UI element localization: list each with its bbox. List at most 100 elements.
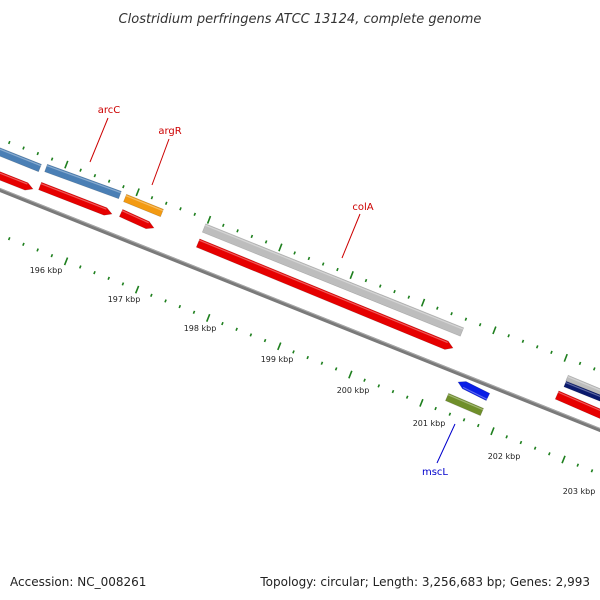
tick-mark [178,304,182,309]
tick-mark [206,215,212,224]
tick-label-201: 201 kbp [413,419,446,428]
tick-mark [235,327,238,331]
genome-backbone [0,187,600,433]
tick-mark [448,412,452,416]
gene-bar-steelblue-1[interactable] [0,144,42,173]
tick-mark [405,395,409,399]
tick-mark [576,463,580,467]
tick-mark [306,355,309,360]
gene-highlight [46,165,122,194]
gene-bar-navy-right[interactable] [563,380,600,405]
tick-label-203: 203 kbp [563,487,596,496]
cds-arrow-colA[interactable] [195,238,454,350]
tick-mark [7,236,11,241]
tick-mark [348,370,353,379]
tick-mark [349,271,354,280]
map-title: Clostridium perfringens ATCC 13124, comp… [119,12,482,27]
tick-mark [521,339,525,343]
tick-mark [519,440,523,445]
gene-label-argR[interactable]: argR [158,126,181,137]
gene-highlight [0,148,42,167]
gene-bar-arcC[interactable] [44,163,122,200]
dotted-tick-track-outer [7,140,596,371]
tick-mark [307,256,311,261]
tick-mark [121,282,125,286]
tick-mark [590,469,594,473]
tick-mark [450,312,453,316]
gene-label-mscL[interactable]: mscL [422,467,448,478]
gene-label-pointers [89,117,456,464]
tick-mark [420,298,426,307]
tick-mark [107,179,111,183]
tick-mark [192,310,196,314]
tick-mark [63,257,69,266]
tick-mark [50,253,54,258]
tick-label-202: 202 kbp [488,452,521,461]
tick-mark [36,248,39,252]
gene-highlight [121,210,149,224]
tick-mark [476,423,480,428]
tick-mark [79,168,82,172]
pointer-colA [341,213,361,259]
tick-mark [222,223,225,228]
gene-bar-mscL[interactable] [445,392,484,417]
tick-mark [535,345,539,349]
tick-mark [492,326,497,335]
gene-label-arcC[interactable]: arcC [98,105,121,116]
accession-text: Accession: NC_008261 [10,575,146,589]
gene-label-colA[interactable]: colA [352,202,373,213]
pointer-mscL [436,423,456,464]
gene-highlight [565,382,600,398]
gene-highlight [204,224,464,330]
tick-mark [464,317,468,321]
tick-mark [93,173,97,178]
tick-label-199: 199 kbp [261,355,294,364]
tick-mark [249,333,253,337]
gene-highlight [125,195,164,212]
cds-arrow-3[interactable] [118,208,155,230]
tick-mark [578,361,582,366]
gene-highlight [557,391,600,412]
cds-arrow-1[interactable] [0,168,34,191]
tick-label-198: 198 kbp [184,324,217,333]
tick-mark [278,243,283,252]
summary-text: Topology: circular; Length: 3,256,683 bp… [259,575,590,589]
tick-mark [263,338,267,343]
tick-mark [561,455,566,464]
tick-mark [507,334,510,338]
tick-mark [135,188,140,197]
tick-mark [505,435,508,439]
gene-highlight [567,376,600,391]
tick-mark [150,196,154,200]
gene-arrow-blue[interactable] [457,381,491,401]
gene-features [0,144,600,422]
tick-mark [36,151,40,156]
tick-mark [221,321,224,326]
gene-highlight [0,172,28,185]
tick-mark [419,398,424,407]
tick-mark [7,140,11,145]
tick-mark [64,160,69,169]
cds-bar-right[interactable] [554,390,600,422]
tick-mark [364,278,368,283]
tick-mark [205,313,211,322]
dotted-tick-track-inner [7,236,594,473]
cds-arrow-2[interactable] [38,181,113,216]
gene-bar-colA[interactable] [201,223,465,337]
tick-mark [334,367,338,371]
tick-mark [407,295,411,299]
tick-mark [107,276,111,280]
tick-label-200: 200 kbp [337,386,370,395]
tick-mark [164,201,168,205]
tick-mark [336,267,339,272]
tick-mark [292,350,295,354]
gene-bar-argR[interactable] [123,193,164,218]
tick-mark [462,418,466,422]
tick-mark [434,406,437,411]
tick-mark [164,299,167,303]
tick-mark [22,146,25,150]
tick-mark [320,361,324,365]
tick-mark [250,234,254,239]
tick-label-196: 196 kbp [30,266,63,275]
